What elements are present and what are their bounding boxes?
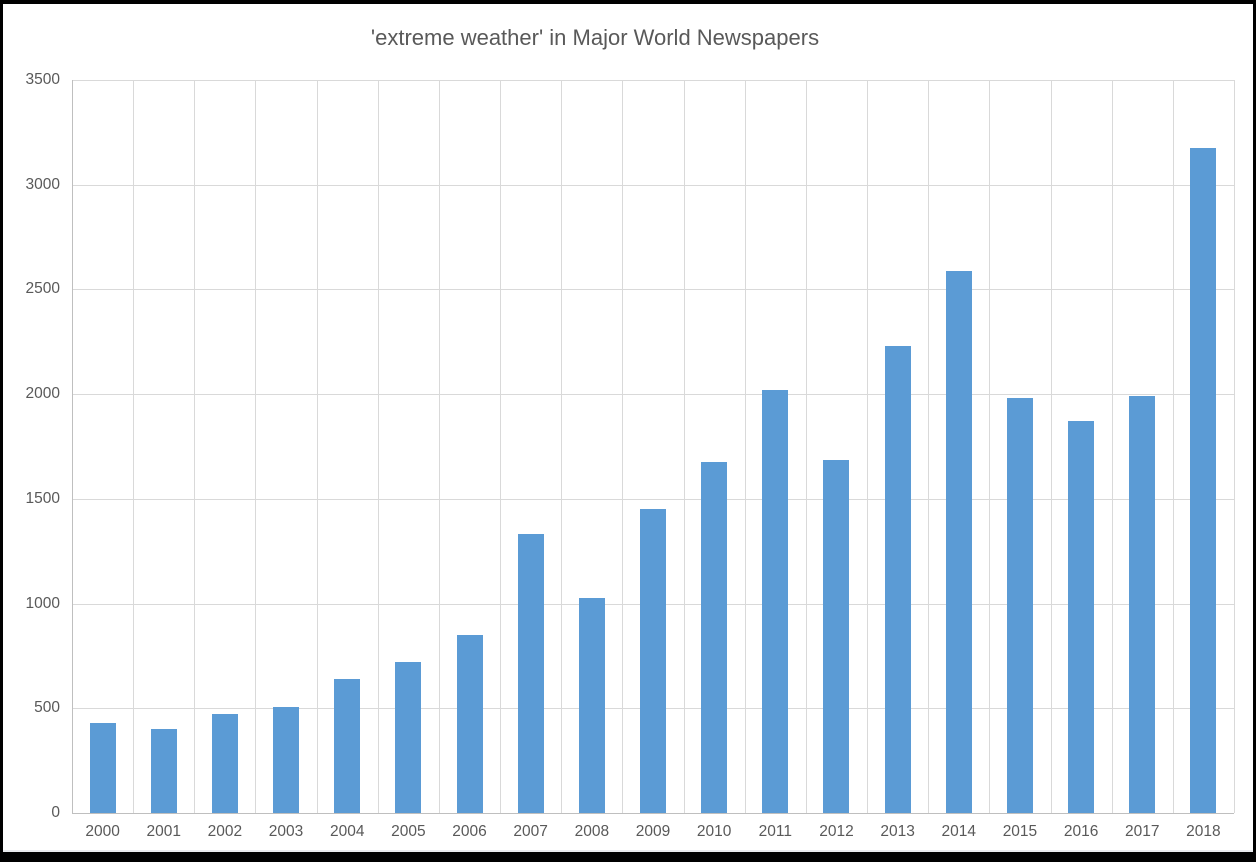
x-tick-label-2011: 2011 xyxy=(758,823,792,840)
chart-canvas: 'extreme weather' in Major World Newspap… xyxy=(3,4,1253,852)
gridline-v-1 xyxy=(133,80,135,813)
y-tick-label-2000: 2000 xyxy=(25,385,60,403)
x-tick-label-2013: 2013 xyxy=(880,823,915,840)
bar-2011 xyxy=(762,389,789,813)
y-tick-label-2500: 2500 xyxy=(25,280,60,298)
gridline-v-14 xyxy=(928,80,930,813)
gridline-h-2500 xyxy=(72,289,1234,291)
bar-2018 xyxy=(1190,148,1217,813)
x-tick-label-2002: 2002 xyxy=(207,823,243,840)
bar-2014 xyxy=(945,270,972,813)
gridline-h-3500 xyxy=(72,80,1234,81)
x-tick-label-2008: 2008 xyxy=(574,823,610,840)
gridline-h-3000 xyxy=(72,184,1234,186)
x-tick-label-2001: 2001 xyxy=(146,823,181,840)
gridline-v-5 xyxy=(377,80,379,813)
gridline-v-4 xyxy=(316,80,318,813)
y-tick-label-0: 0 xyxy=(51,804,60,821)
gridline-v-19 xyxy=(1234,80,1235,813)
y-tick-label-1000: 1000 xyxy=(25,594,60,612)
gridline-v-9 xyxy=(622,80,624,813)
bar-2001 xyxy=(150,729,177,813)
bar-2005 xyxy=(395,662,422,813)
x-tick-label-2003: 2003 xyxy=(268,823,304,840)
gridline-v-2 xyxy=(194,80,196,813)
gridline-v-18 xyxy=(1172,80,1174,813)
y-tick-label-3000: 3000 xyxy=(25,175,60,193)
gridline-v-16 xyxy=(1050,80,1052,813)
x-axis-line xyxy=(72,813,1234,814)
y-tick-label-3500: 3500 xyxy=(25,71,60,88)
x-tick-label-2004: 2004 xyxy=(329,823,365,840)
gridline-v-8 xyxy=(561,80,563,813)
x-tick-label-2006: 2006 xyxy=(452,823,487,840)
bar-2012 xyxy=(823,460,850,813)
x-tick-label-2017: 2017 xyxy=(1125,823,1160,840)
gridline-v-7 xyxy=(500,80,502,813)
x-tick-label-2018: 2018 xyxy=(1186,823,1221,840)
gridline-v-15 xyxy=(989,80,991,813)
gridline-v-17 xyxy=(1111,80,1113,813)
bar-2013 xyxy=(884,345,911,813)
x-tick-label-2009: 2009 xyxy=(635,823,671,840)
x-tick-label-2000: 2000 xyxy=(85,823,120,840)
y-tick-label-500: 500 xyxy=(34,699,60,717)
gridline-v-3 xyxy=(255,80,257,813)
x-tick-label-2010: 2010 xyxy=(696,823,732,840)
x-tick-label-2015: 2015 xyxy=(1002,823,1038,840)
x-tick-label-2005: 2005 xyxy=(391,823,426,840)
gridline-h-1500 xyxy=(72,498,1234,500)
x-tick-label-2012: 2012 xyxy=(819,823,854,840)
x-tick-label-2014: 2014 xyxy=(941,823,977,840)
gridline-v-13 xyxy=(867,80,869,813)
y-tick-label-1500: 1500 xyxy=(25,489,60,507)
bar-2015 xyxy=(1006,398,1033,813)
bar-2003 xyxy=(273,707,300,813)
bar-2010 xyxy=(701,462,728,813)
bar-2017 xyxy=(1129,396,1156,813)
gridline-v-12 xyxy=(805,80,807,813)
bar-2008 xyxy=(578,598,605,813)
gridline-h-2000 xyxy=(72,394,1234,396)
gridline-v-11 xyxy=(744,80,746,813)
gridline-v-6 xyxy=(438,80,440,813)
y-axis-line xyxy=(72,80,73,813)
bar-2000 xyxy=(89,722,116,813)
bar-2006 xyxy=(456,634,483,813)
bar-2004 xyxy=(334,678,361,813)
chart-title: 'extreme weather' in Major World Newspap… xyxy=(370,25,820,50)
x-tick-label-2007: 2007 xyxy=(513,823,548,840)
bar-2009 xyxy=(640,509,666,813)
bar-2007 xyxy=(517,534,544,813)
bar-2002 xyxy=(211,713,238,813)
gridline-v-10 xyxy=(683,80,685,813)
x-tick-label-2016: 2016 xyxy=(1063,823,1099,840)
bar-2016 xyxy=(1068,421,1095,813)
